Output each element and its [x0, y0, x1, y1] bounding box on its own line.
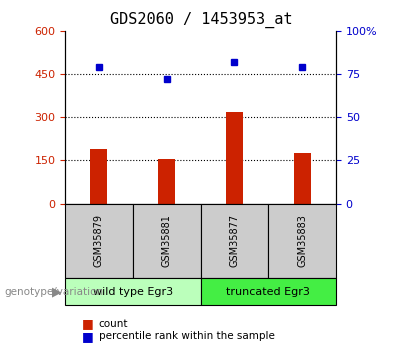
Bar	[65, 204, 133, 278]
Text: count: count	[99, 319, 128, 328]
Bar	[90, 149, 108, 204]
Text: GSM35879: GSM35879	[94, 214, 104, 267]
Text: GSM35883: GSM35883	[297, 214, 307, 267]
Bar	[226, 111, 243, 204]
Bar	[65, 278, 201, 305]
Bar	[201, 204, 268, 278]
Text: ▶: ▶	[52, 285, 61, 298]
Text: GSM35877: GSM35877	[229, 214, 239, 267]
Text: ■: ■	[82, 330, 94, 343]
Bar	[158, 159, 175, 204]
Text: wild type Egr3: wild type Egr3	[93, 287, 173, 296]
Text: GSM35881: GSM35881	[162, 214, 172, 267]
Bar	[294, 153, 311, 204]
Text: GDS2060 / 1453953_at: GDS2060 / 1453953_at	[110, 12, 293, 28]
Bar	[268, 204, 336, 278]
Text: ■: ■	[82, 317, 94, 330]
Text: percentile rank within the sample: percentile rank within the sample	[99, 332, 275, 341]
Bar	[201, 278, 336, 305]
Text: truncated Egr3: truncated Egr3	[226, 287, 310, 296]
Text: genotype/variation: genotype/variation	[4, 287, 103, 296]
Bar	[133, 204, 201, 278]
